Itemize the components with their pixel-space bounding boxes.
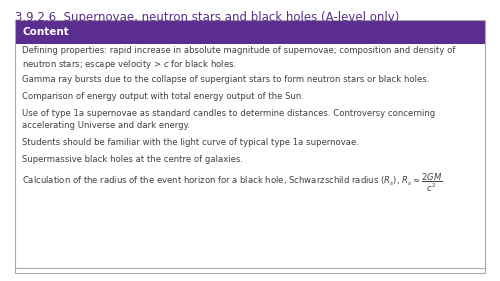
- Text: Defining properties: rapid increase in absolute magnitude of supernovae; composi: Defining properties: rapid increase in a…: [22, 46, 456, 55]
- Text: Calculation of the radius of the event horizon for a black hole, Schwarzschild r: Calculation of the radius of the event h…: [22, 172, 443, 194]
- FancyBboxPatch shape: [15, 21, 485, 44]
- Text: Content: Content: [22, 27, 69, 37]
- Text: Comparison of energy output with total energy output of the Sun.: Comparison of energy output with total e…: [22, 92, 304, 101]
- Text: neutron stars; escape velocity > $\mathit{c}$ for black holes.: neutron stars; escape velocity > $\mathi…: [22, 58, 237, 71]
- Text: Students should be familiar with the light curve of typical type 1a supernovae.: Students should be familiar with the lig…: [22, 138, 359, 147]
- Text: Use of type 1a supernovae as standard candles to determine distances. Controvers: Use of type 1a supernovae as standard ca…: [22, 109, 436, 118]
- Text: Supermassive black holes at the centre of galaxies.: Supermassive black holes at the centre o…: [22, 155, 244, 164]
- Text: Gamma ray bursts due to the collapse of supergiant stars to form neutron stars o: Gamma ray bursts due to the collapse of …: [22, 75, 430, 84]
- Text: accelerating Universe and dark energy.: accelerating Universe and dark energy.: [22, 121, 190, 130]
- Text: 3.9.2.6  Supernovae, neutron stars and black holes (A-level only): 3.9.2.6 Supernovae, neutron stars and bl…: [15, 11, 400, 24]
